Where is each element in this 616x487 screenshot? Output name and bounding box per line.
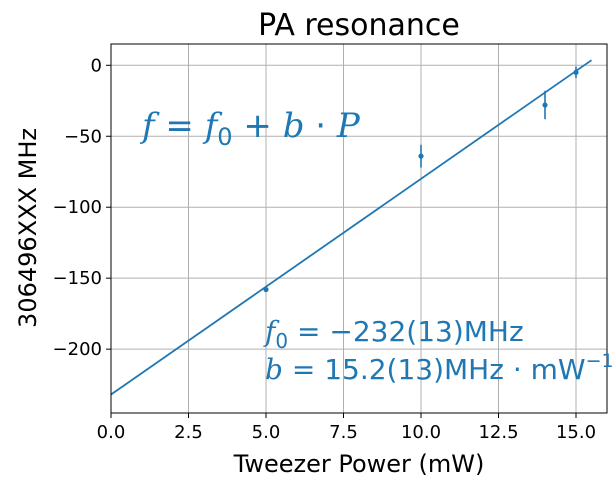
formula-dot: · — [304, 106, 336, 146]
fit-line — [110, 59, 593, 396]
x-tick-label: 5.0 — [252, 422, 281, 443]
grid-lines — [110, 44, 607, 413]
y-tick-label: −150 — [53, 268, 102, 289]
x-tick-label: 12.5 — [478, 422, 518, 443]
chart-title: PA resonance — [258, 8, 460, 43]
fit-b-superscript: −1 — [586, 350, 614, 372]
plot-area — [110, 59, 593, 396]
x-tick-label: 0.0 — [97, 422, 126, 443]
formula-f0-subscript: 0 — [217, 123, 232, 151]
x-tick-label: 2.5 — [174, 422, 203, 443]
data-point — [542, 102, 548, 108]
y-tick-label: −100 — [53, 197, 102, 218]
fit-f0-value: = −232(13)MHz — [288, 315, 524, 348]
fit-b-annotation: b = 15.2(13)MHz · mW−1 — [265, 350, 614, 386]
x-tick-label: 7.5 — [329, 422, 358, 443]
y-tick-label: 0 — [91, 55, 102, 76]
x-tick-label: 10.0 — [401, 422, 441, 443]
fit-f0-annotation: f0 = −232(13)MHz — [263, 315, 524, 353]
axes-frame — [110, 43, 608, 414]
fit-b-value: = 15.2(13)MHz · mW — [283, 353, 586, 386]
x-tick-label: 15.0 — [556, 422, 596, 443]
formula-annotation: f = f0 + b · P — [139, 106, 361, 151]
fit-f0-subscript: 0 — [275, 329, 288, 353]
formula-plus: + — [233, 106, 283, 146]
x-axis-label: Tweezer Power (mW) — [233, 450, 485, 478]
formula-p: P — [336, 106, 361, 146]
y-tick-label: −50 — [64, 126, 102, 147]
formula-b: b — [283, 106, 305, 146]
y-axis-ticks: −200 −150 −100 −50 0 — [53, 55, 111, 360]
x-axis-ticks: 0.0 2.5 5.0 7.5 10.0 12.5 15.0 — [97, 413, 596, 443]
formula-eq: = — [155, 106, 205, 146]
y-tick-label: −200 — [53, 339, 102, 360]
y-axis-label: 306496XXX MHz — [14, 128, 42, 328]
fit-b-symbol: b — [265, 353, 283, 386]
data-point — [418, 153, 424, 159]
